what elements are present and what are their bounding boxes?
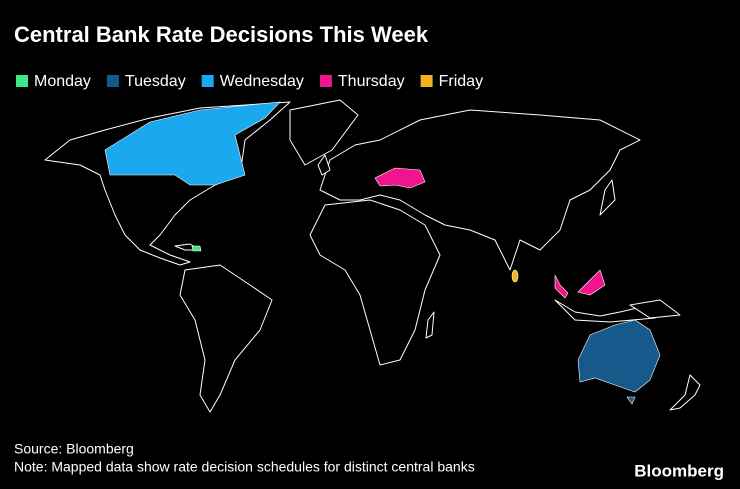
legend: Monday Tuesday Wednesday Thursday Friday: [16, 73, 483, 90]
legend-swatch: [201, 75, 214, 87]
tasmania: [626, 396, 636, 405]
madagascar: [425, 311, 435, 339]
dominican-republic: [191, 245, 202, 252]
legend-swatch: [420, 75, 433, 87]
source: Source: Bloomberg: [14, 441, 134, 457]
new-zealand: [669, 374, 701, 411]
ukraine: [374, 167, 426, 189]
uk: [317, 154, 331, 176]
africa: [309, 199, 441, 366]
note: Note: Mapped data show rate decision sch…: [14, 459, 475, 475]
eurasia: [319, 109, 641, 271]
greenland: [289, 99, 359, 166]
legend-label: Friday: [439, 73, 483, 90]
logo: Bloomberg: [634, 461, 724, 480]
australia: [577, 319, 661, 393]
legend-label: Monday: [34, 73, 91, 90]
legend-swatch: [16, 75, 28, 87]
malaysia-peninsula: [554, 274, 569, 299]
canada: [104, 101, 281, 186]
legend-label: Thursday: [338, 73, 405, 90]
title: Central Bank Rate Decisions This Week: [14, 22, 429, 47]
legend-label: Tuesday: [125, 73, 186, 90]
south-america: [179, 264, 273, 413]
legend-swatch: [106, 75, 119, 87]
japan: [599, 179, 616, 216]
sri-lanka: [511, 269, 519, 283]
new-guinea: [629, 299, 681, 319]
legend-swatch: [319, 75, 332, 87]
legend-label: Wednesday: [220, 73, 304, 90]
world-map: [44, 99, 701, 413]
malaysia-borneo: [577, 269, 606, 296]
